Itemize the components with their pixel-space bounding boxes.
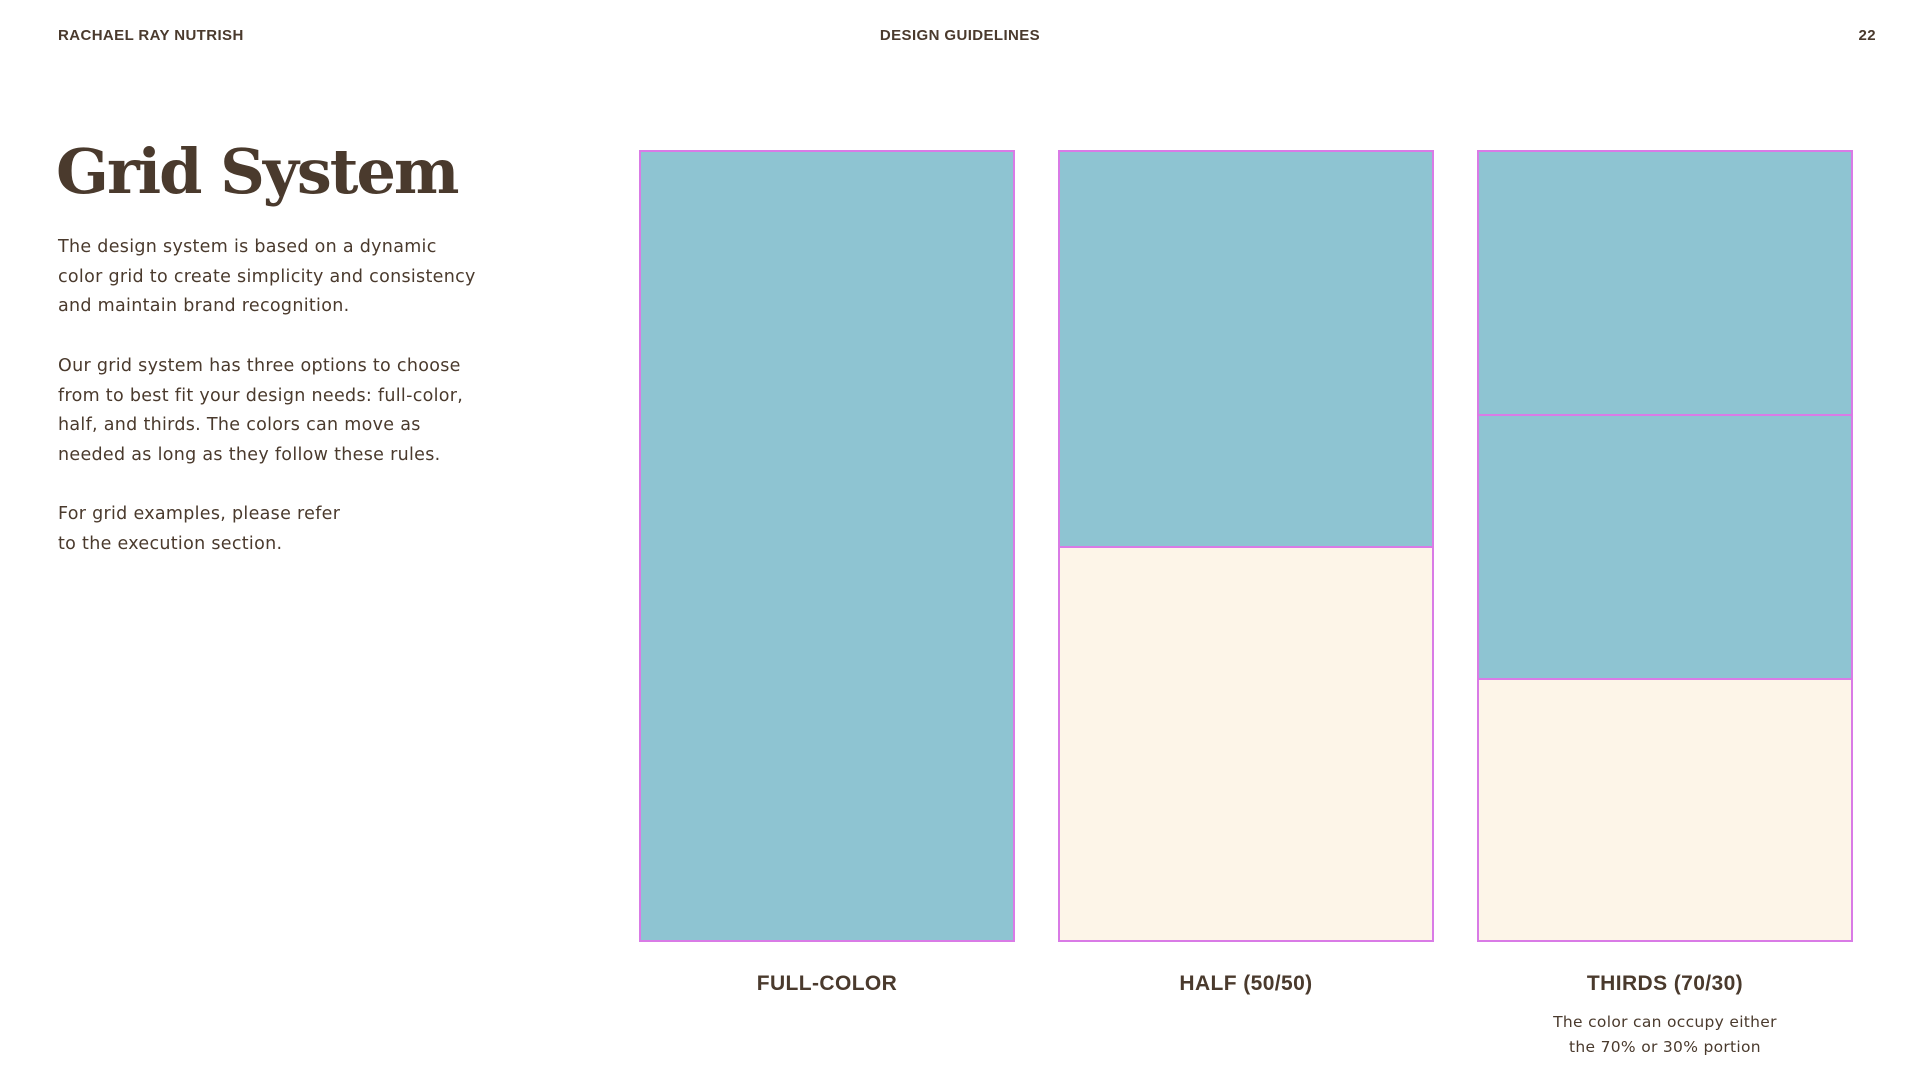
intro-paragraph: The design system is based on a dynamic … bbox=[58, 233, 538, 322]
color-block bbox=[641, 152, 1013, 940]
note-line: The color can occupy either bbox=[1553, 1013, 1777, 1031]
page-number: 22 bbox=[1858, 27, 1876, 44]
text-line: color grid to create simplicity and cons… bbox=[58, 266, 476, 287]
color-block bbox=[1479, 152, 1851, 416]
text-line: half, and thirds. The colors can move as bbox=[58, 415, 421, 436]
page-title: Grid System bbox=[56, 135, 459, 208]
full-color-grid-panel bbox=[639, 150, 1015, 942]
section-title: DESIGN GUIDELINES bbox=[879, 27, 1041, 44]
text-line: and maintain brand recognition. bbox=[58, 296, 350, 317]
thirds-label: THIRDS (70/30) bbox=[1586, 972, 1744, 995]
reference-paragraph: For grid examples, please refer to the e… bbox=[58, 500, 538, 559]
text-line: to the execution section. bbox=[58, 533, 283, 554]
text-line: The design system is based on a dynamic bbox=[58, 237, 437, 257]
half-label: HALF (50/50) bbox=[1179, 972, 1313, 995]
half-grid-panel bbox=[1058, 150, 1434, 942]
color-block bbox=[1060, 152, 1432, 548]
text-line: needed as long as they follow these rule… bbox=[58, 444, 441, 465]
options-paragraph: Our grid system has three options to cho… bbox=[58, 352, 538, 470]
thirds-grid-panel bbox=[1477, 150, 1853, 942]
text-line: Our grid system has three options to cho… bbox=[58, 356, 461, 376]
note-line: the 70% or 30% portion bbox=[1569, 1038, 1761, 1056]
full-color-label: FULL-COLOR bbox=[756, 972, 898, 995]
color-block bbox=[1479, 416, 1851, 680]
text-line: For grid examples, please refer bbox=[58, 504, 341, 524]
brand-name: RACHAEL RAY NUTRISH bbox=[58, 27, 244, 44]
thirds-note: The color can occupy either the 70% or 3… bbox=[1477, 1010, 1853, 1060]
text-line: from to best fit your design needs: full… bbox=[58, 385, 464, 406]
